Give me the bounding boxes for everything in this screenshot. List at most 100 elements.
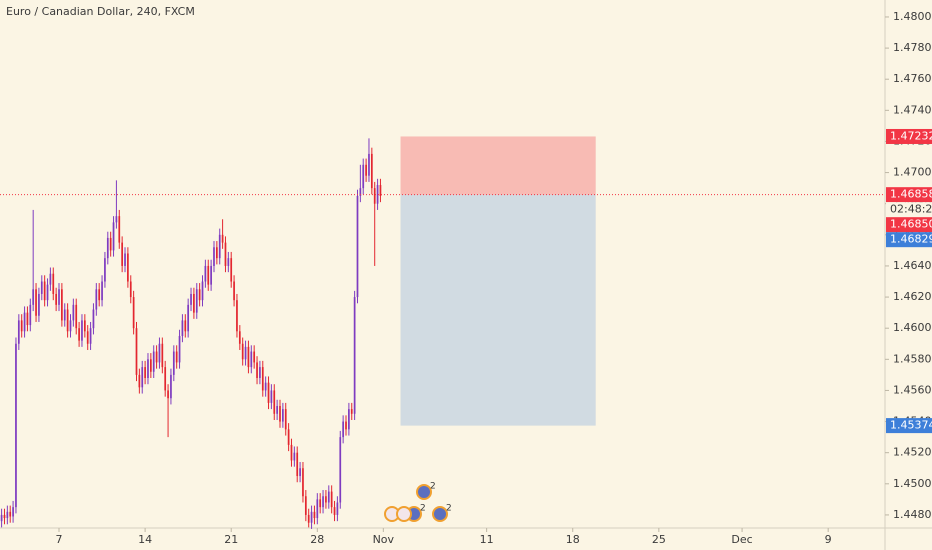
candle-body — [210, 265, 212, 285]
candle-body — [149, 359, 152, 372]
candle-body — [121, 242, 124, 266]
candle-body — [138, 374, 141, 388]
candle-body — [221, 234, 224, 243]
candle-body — [175, 351, 178, 363]
candle-body — [181, 320, 184, 336]
candle-body — [293, 452, 296, 461]
candle-body — [327, 491, 330, 503]
event-count: 2 — [430, 482, 436, 492]
x-tick-label: 18 — [566, 533, 580, 546]
candle-body — [26, 312, 29, 326]
candle-body — [69, 320, 72, 332]
price-tag — [886, 187, 932, 203]
candle-body — [348, 409, 350, 430]
candle-body — [284, 409, 287, 430]
candle-body — [129, 281, 132, 298]
candle-body — [201, 281, 204, 301]
candle-body — [29, 304, 32, 326]
y-tick-label: 1.46000 — [893, 321, 932, 334]
candle-body — [362, 164, 365, 189]
candle-body — [330, 491, 333, 508]
candle-body — [190, 293, 192, 305]
candle-body — [167, 390, 169, 399]
candle-body — [213, 247, 215, 266]
candle-body — [118, 216, 121, 243]
candle-body — [20, 320, 23, 332]
candle-body — [236, 300, 238, 332]
candle-body — [379, 185, 382, 196]
candle-body — [172, 351, 175, 375]
candle-body — [376, 185, 379, 204]
candle-body — [198, 289, 201, 301]
price-tag — [886, 128, 932, 144]
candle-body — [282, 409, 284, 422]
candle-body — [345, 421, 347, 430]
candle-body — [215, 247, 218, 259]
x-tick-label: Nov — [373, 533, 395, 546]
candle-body — [290, 444, 293, 461]
event-icon — [416, 484, 432, 500]
candle-body — [238, 331, 241, 344]
candle-body — [195, 289, 198, 313]
candle-body — [81, 320, 83, 341]
stop-zone — [400, 136, 596, 195]
price-tag-label: 1.46829 — [890, 233, 932, 246]
y-tick-label: 1.45200 — [893, 446, 932, 459]
candle-body — [342, 421, 345, 438]
candle-body — [86, 331, 89, 344]
candle-body — [299, 468, 301, 477]
event-count: 2 — [420, 504, 426, 514]
price-tag — [886, 418, 932, 434]
candle-body — [23, 312, 26, 332]
candle-body — [6, 511, 9, 519]
candle-body — [276, 405, 278, 414]
price-tag-label: 1.46858 — [890, 188, 932, 201]
candle-body — [370, 153, 373, 189]
x-tick-label: 9 — [825, 533, 832, 546]
x-tick-label: Dec — [731, 533, 752, 546]
candle-body — [184, 320, 187, 332]
candle-body — [89, 328, 92, 344]
candle-body — [135, 328, 138, 375]
candle-body — [267, 382, 270, 403]
candle-body — [127, 253, 129, 282]
candle-body — [273, 390, 276, 414]
candle-body — [302, 468, 304, 497]
candle-body — [161, 343, 164, 368]
candle-body — [132, 297, 135, 329]
y-tick-label: 1.45800 — [893, 352, 932, 365]
candle-body — [164, 367, 167, 391]
candle-body — [66, 309, 69, 332]
candle-body — [261, 367, 264, 391]
candle-body — [359, 188, 362, 196]
candle-body — [63, 309, 66, 321]
x-tick-label: 14 — [138, 533, 152, 546]
candle-body — [296, 452, 299, 477]
candle-body — [350, 409, 353, 414]
candle-body — [373, 188, 376, 204]
y-tick-label: 1.44800 — [893, 508, 932, 521]
event-icon — [432, 506, 448, 522]
candle-body — [230, 258, 233, 282]
candle-body — [141, 367, 144, 388]
candle-body — [207, 265, 210, 285]
price-tag-label: 1.46850 — [890, 218, 932, 231]
candle-body — [106, 237, 109, 259]
y-tick-label: 1.47800 — [893, 41, 932, 54]
target-zone — [400, 194, 596, 426]
candle-body — [32, 289, 35, 305]
y-tick-label: 1.46400 — [893, 259, 932, 272]
x-tick-label: 21 — [224, 533, 238, 546]
candle-body — [147, 359, 149, 378]
candle-body — [333, 507, 336, 515]
candle-body — [218, 234, 221, 259]
candle-body — [204, 265, 207, 282]
y-tick-label: 1.45000 — [893, 477, 932, 490]
x-tick-label: 7 — [56, 533, 63, 546]
candle-body — [353, 297, 356, 414]
candle-body — [17, 320, 20, 344]
candle-body — [170, 374, 172, 399]
candle-body — [339, 437, 342, 503]
candle-body — [98, 289, 101, 301]
